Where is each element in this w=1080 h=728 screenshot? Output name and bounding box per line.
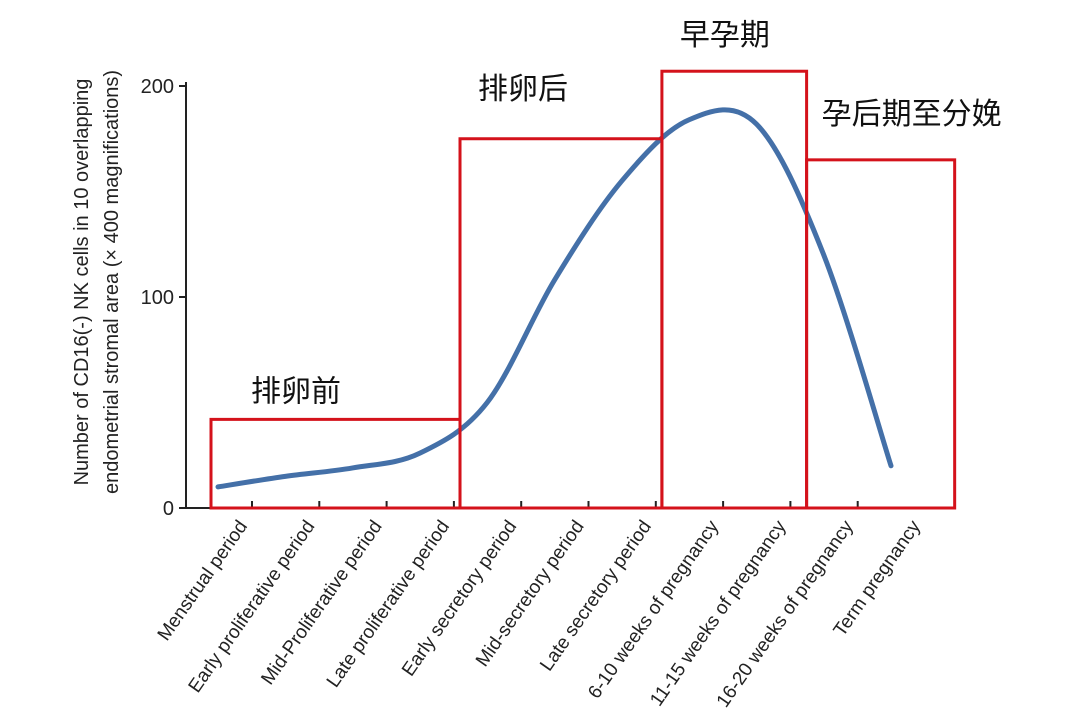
y-axis-label-line-2: endometrial stromal area (× 400 magnific… (101, 70, 123, 494)
x-category-label: Early proliferative period (185, 517, 320, 697)
stage-region-label: 排卵后 (478, 72, 568, 107)
x-category-label: Late proliferative period (323, 517, 454, 692)
y-axis-label-line-1: Number of CD16(-) NK cells in 10 overlap… (71, 79, 93, 486)
x-category-label: Early secretory period (398, 517, 521, 680)
stage-region-label: 排卵前 (251, 374, 341, 409)
y-axis-label: Number of CD16(-) NK cells in 10 overlap… (71, 70, 123, 494)
series-group (215, 107, 894, 490)
stage-region-box (805, 158, 957, 510)
stage-region-box (660, 69, 809, 510)
y-tick-label: 100 (141, 287, 174, 309)
x-category-label: 11-15 weeks of pregnancy (646, 516, 791, 710)
stage-region-label: 早孕期 (680, 18, 770, 53)
y-tick-label: 200 (141, 76, 174, 98)
stage-region-box (209, 417, 462, 510)
axes (185, 82, 924, 509)
stage-region-label: 孕后期至分娩 (822, 97, 1002, 132)
x-category-label: Mid-Proliferative period (257, 517, 386, 689)
series-line (215, 107, 894, 490)
y-tick-label: 0 (163, 498, 174, 520)
x-category-label: 6-10 weeks of pregnancy (584, 516, 723, 702)
stage-region-box (458, 137, 664, 510)
ticks: 0 100 200 (141, 76, 859, 520)
x-category-label: 16-20 weeks of pregnancy (713, 516, 858, 711)
